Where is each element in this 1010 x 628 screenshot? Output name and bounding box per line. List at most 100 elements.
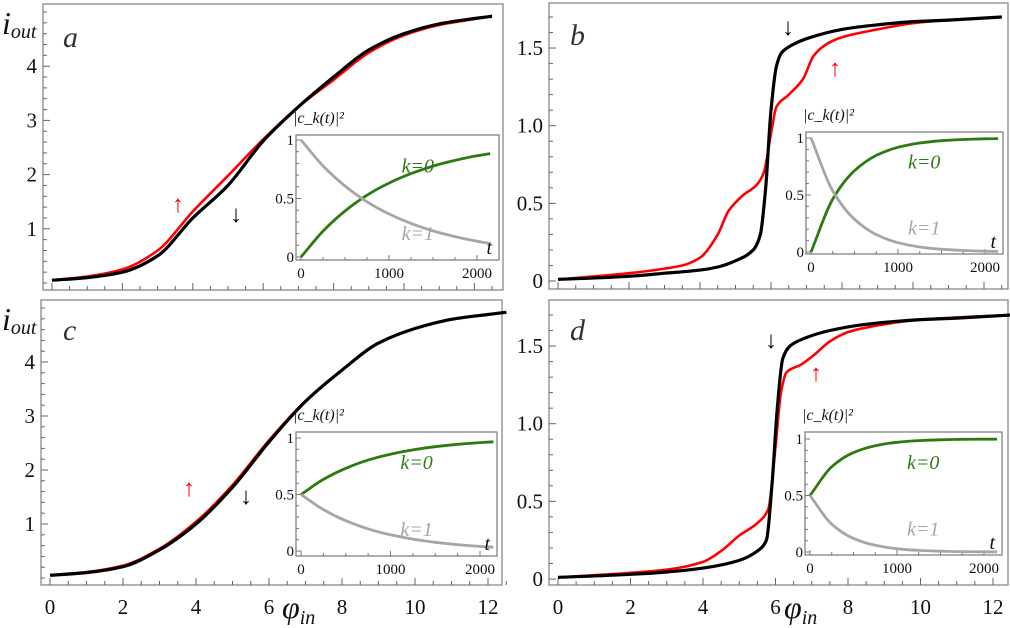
inset-y-tick-label: 1 <box>796 432 804 448</box>
y-tick-label: 0 <box>533 269 544 293</box>
y-tick-label: 1.5 <box>517 334 543 358</box>
inset-y-tick-label: 0 <box>796 545 804 561</box>
y-tick-label: 3 <box>25 404 36 428</box>
y-tick-label: 4 <box>27 54 38 78</box>
inset-x-tick-label: 2000 <box>465 562 495 578</box>
panel-b: 0 0.5 1.0 1.5 b ↓ ↑ 0 1000 2000 0 0.5 1 |c_k(t)|²t k=0… <box>517 2 1009 293</box>
series-line-down <box>557 313 1010 579</box>
inset-x-tick-label: 0 <box>806 561 814 577</box>
inset-series-k1 <box>300 493 494 549</box>
y-tick-label: 0.5 <box>517 191 543 215</box>
plot-frame <box>40 299 503 586</box>
plot-frame <box>42 3 504 291</box>
inset-legend-k1: k=1 <box>402 223 434 245</box>
x-axis-label-base: φ <box>784 589 802 625</box>
y-axis-label-base: i <box>2 301 11 337</box>
x-axis-label-sub: in <box>802 607 818 628</box>
inset-y-tick-label: 0 <box>287 250 295 266</box>
inset-x-axis-label: t <box>484 533 490 555</box>
x-tick-label: 2 <box>625 595 636 619</box>
inset-x-axis-label: t <box>990 231 996 253</box>
x-tick-label: 8 <box>337 595 348 619</box>
inset-y-axis-label: |c_k(t)|² <box>802 407 854 424</box>
inset-series-k0 <box>809 137 999 253</box>
inset-y-tick-label: 1 <box>287 133 295 149</box>
y-axis-label-sub: out <box>11 21 37 43</box>
x-tick-label: 4 <box>698 595 709 619</box>
arrow-up-icon: ↑ <box>172 192 184 218</box>
x-axis-label-base: φ <box>282 589 300 625</box>
x-tick-label: 6 <box>770 595 781 619</box>
inset: 0 1000 2000 0 0.5 1 |c_k(t)|²t k=0 k=1 <box>275 110 500 282</box>
inset-x-tick-label: 0 <box>807 260 815 276</box>
y-tick-label: 0.5 <box>517 489 543 513</box>
y-tick-label: 3 <box>27 108 38 132</box>
series-line-down <box>49 310 507 577</box>
y-tick-label: 4 <box>25 350 36 374</box>
inset-legend-k1: k=1 <box>907 518 939 540</box>
series-line-up <box>557 15 1002 281</box>
y-tick-label: 1 <box>27 217 38 241</box>
inset-x-tick-label: 1000 <box>882 561 912 577</box>
inset-x-axis-label: t <box>486 237 492 259</box>
y-tick-label: 1.0 <box>517 412 543 436</box>
x-tick-label: 2 <box>118 595 129 619</box>
inset-x-tick-label: 1000 <box>374 266 404 282</box>
series-line-up <box>557 313 1010 579</box>
inset: 0 1000 2000 0 0.5 1 |c_k(t)|²t k=0 k=1 <box>275 407 498 578</box>
y-tick-label: 0 <box>533 567 544 591</box>
arrow-up-icon: ↑ <box>810 361 822 387</box>
inset-legend-k1: k=1 <box>400 519 432 541</box>
inset-x-axis-label: t <box>989 532 995 554</box>
y-axis-label: iout <box>2 5 37 43</box>
inset-y-tick-label: 0.5 <box>275 488 294 504</box>
x-tick-label: 0 <box>553 595 564 619</box>
inset-y-tick-label: 1 <box>287 431 295 447</box>
y-tick-label: 1.0 <box>517 114 543 138</box>
inset-x-tick-label: 1000 <box>883 260 913 276</box>
x-tick-label: 4 <box>191 595 202 619</box>
x-tick-label: 12 <box>983 595 1004 619</box>
inset-y-tick-label: 0 <box>287 544 295 560</box>
y-tick-label: 1.5 <box>517 36 543 60</box>
arrow-down-icon: ↓ <box>782 15 794 41</box>
inset-series-k1 <box>299 139 491 245</box>
inset-x-tick-label: 0 <box>297 266 305 282</box>
arrow-down-icon: ↓ <box>765 328 777 354</box>
x-tick-label: 12 <box>478 595 499 619</box>
y-tick-label: 2 <box>27 163 38 187</box>
inset: 0 1000 2000 0 0.5 1 |c_k(t)|²t k=0 k=1 <box>785 107 1004 276</box>
inset-frame <box>804 431 1003 556</box>
inset-legend-k0: k=0 <box>907 452 939 474</box>
x-tick-label: 6 <box>264 595 275 619</box>
inset-x-tick-label: 2000 <box>969 561 999 577</box>
inset-y-axis-label: |c_k(t)|² <box>293 110 345 127</box>
inset-frame <box>805 131 1004 255</box>
y-tick-label: 2 <box>25 458 36 482</box>
panel-label: d <box>570 314 586 347</box>
inset-x-tick-label: 1000 <box>376 562 406 578</box>
panel-label: b <box>570 19 585 52</box>
x-tick-label: 10 <box>405 595 426 619</box>
inset-series-k0 <box>808 437 998 497</box>
inset-y-tick-label: 0 <box>797 245 805 261</box>
inset-x-tick-label: 2000 <box>462 266 492 282</box>
inset-series-k0 <box>300 440 494 496</box>
arrow-up-icon: ↑ <box>183 476 195 502</box>
inset-x-tick-label: 2000 <box>970 260 1000 276</box>
inset-y-tick-label: 0.5 <box>784 489 803 505</box>
inset-legend-k0: k=0 <box>400 452 432 474</box>
x-tick-label: 0 <box>45 595 56 619</box>
inset-legend-k1: k=1 <box>908 217 940 239</box>
y-axis-label-sub: out <box>11 317 37 339</box>
x-axis-label: φin <box>282 589 315 628</box>
inset-y-tick-label: 0.5 <box>785 188 804 204</box>
series-line-down <box>557 15 1002 281</box>
inset-y-tick-label: 0.5 <box>275 192 294 208</box>
series-line-down <box>51 14 493 282</box>
x-axis-label: φin <box>784 589 817 628</box>
inset: 0 1000 2000 0 0.5 1 |c_k(t)|²t k=0 k=1 <box>784 407 1003 577</box>
y-tick-label: 1 <box>25 512 36 536</box>
